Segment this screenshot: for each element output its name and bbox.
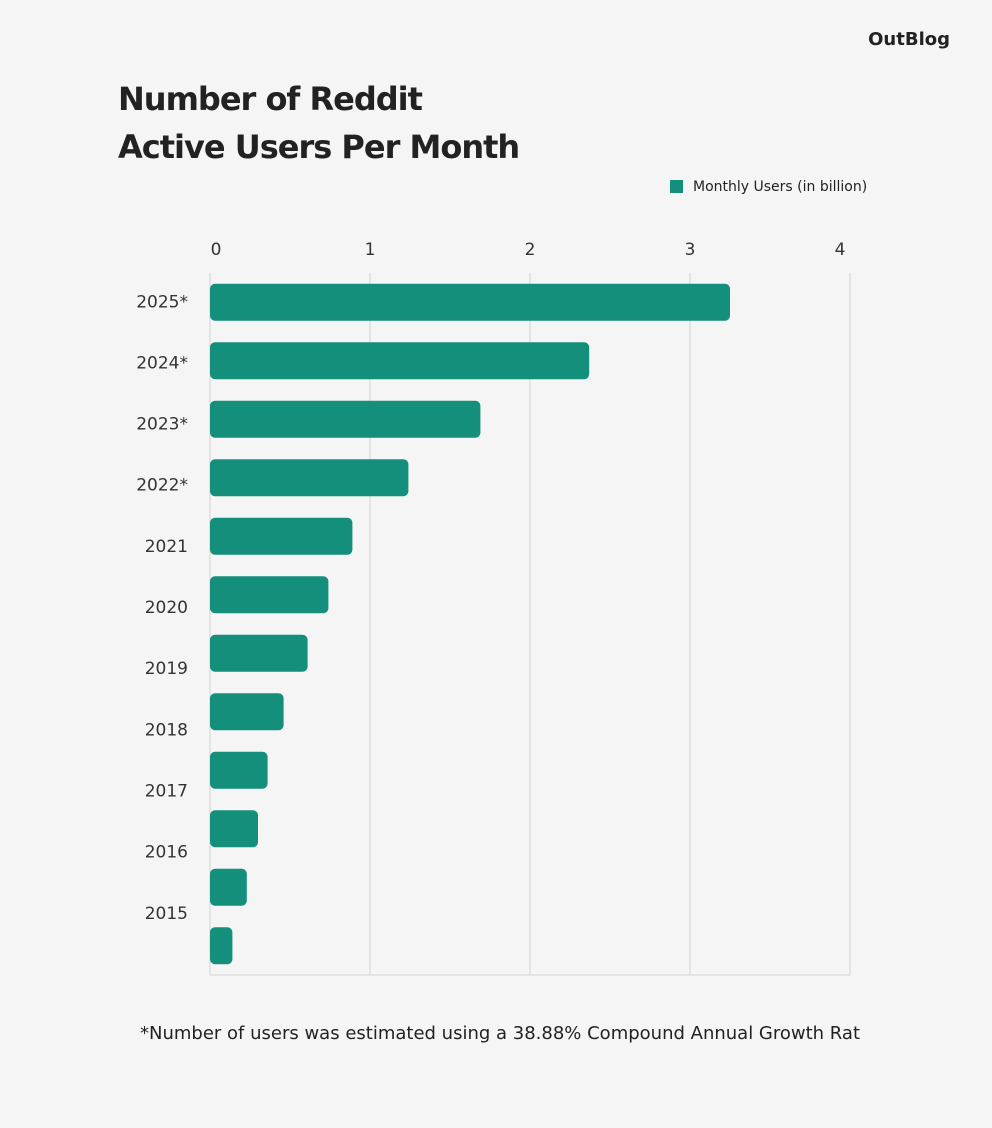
legend-label: Monthly Users (in billion): [693, 179, 867, 195]
x-tick-label: 3: [685, 240, 696, 260]
bar: [210, 459, 409, 497]
y-tick-label: 2017: [145, 782, 188, 802]
x-tick-label: 0: [211, 240, 222, 260]
bar: [210, 810, 258, 848]
bar: [210, 693, 284, 731]
y-tick-label: 2025*: [136, 292, 188, 312]
bar: [210, 283, 730, 321]
bar: [210, 400, 481, 438]
bar: [210, 517, 353, 555]
chart-title: Number of Reddit: [118, 80, 423, 118]
y-tick-label: 2019: [145, 659, 188, 679]
y-tick-label: 2023*: [136, 415, 188, 435]
chart-title: Active Users Per Month: [118, 128, 519, 166]
bar: [210, 927, 233, 965]
bar: [210, 634, 308, 672]
y-tick-label: 2016: [145, 843, 188, 863]
brand: OutBlog: [868, 29, 950, 50]
y-tick-label: 2020: [145, 598, 188, 618]
y-tick-label: 2015: [145, 904, 188, 924]
y-tick-label: 2022*: [136, 476, 188, 496]
x-tick-label: 2: [525, 240, 536, 260]
y-tick-label: 2024*: [136, 353, 188, 373]
bar: [210, 342, 590, 380]
legend-swatch: [670, 180, 683, 193]
y-tick-label: 2021: [145, 537, 188, 557]
bar: [210, 868, 247, 906]
y-tick-label: 2018: [145, 720, 188, 740]
footnote: *Number of users was estimated using a 3…: [140, 1023, 860, 1044]
x-tick-label: 1: [365, 240, 376, 260]
bar: [210, 576, 329, 614]
bar: [210, 751, 268, 789]
x-tick-label: 4: [835, 240, 846, 260]
